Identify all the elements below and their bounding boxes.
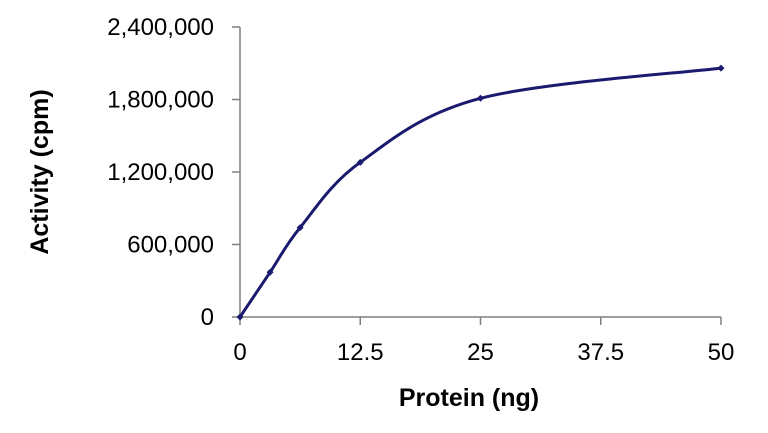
data-point-marker [356,158,364,166]
series-line [238,66,722,318]
series-layer [236,64,725,321]
y-tick-label: 1,800,000 [107,87,214,114]
y-tick-label: 600,000 [127,232,214,259]
y-axis-title: Activity (cpm) [26,89,54,254]
x-ticks: 0 12.5 25 37.5 50 [233,317,734,366]
y-tick-label: 1,200,000 [107,159,214,186]
data-point-marker [266,268,274,276]
x-tick-label: 12.5 [337,339,384,366]
data-point-marker [477,94,484,102]
x-tick-label: 50 [708,339,735,366]
axes [239,27,721,318]
data-point-marker [296,224,304,232]
x-tick-label: 37.5 [577,339,624,366]
x-axis-title: Protein (ng) [399,384,539,412]
y-ticks: 0 600,000 1,200,000 1,800,000 2,400,000 [107,14,240,331]
x-tick-label: 25 [467,339,494,366]
data-point-marker [717,64,725,72]
x-tick-label: 0 [233,339,246,366]
y-tick-label: 2,400,000 [107,14,214,41]
y-tick-label: 0 [201,304,214,331]
data-point-marker [236,313,244,321]
